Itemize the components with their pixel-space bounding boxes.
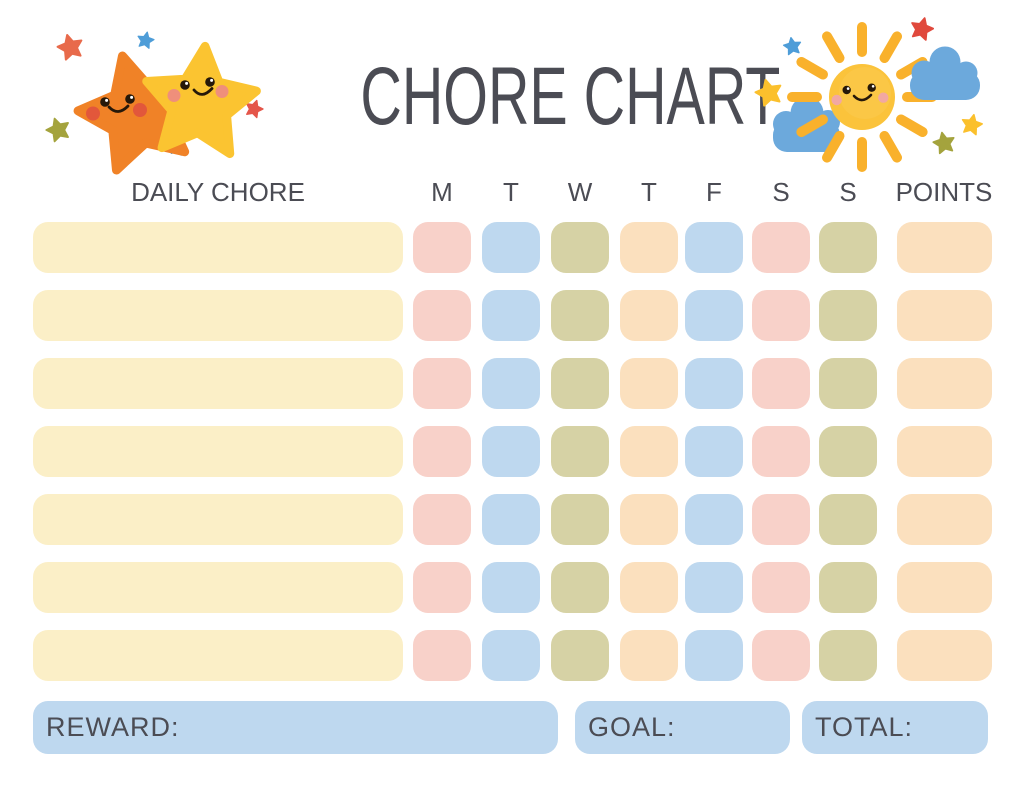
day-cell[interactable] <box>482 494 540 545</box>
day-cell[interactable] <box>819 562 877 613</box>
day-cell[interactable] <box>620 222 678 273</box>
total-box[interactable]: TOTAL: <box>802 701 988 754</box>
day-cell[interactable] <box>482 426 540 477</box>
day-cell[interactable] <box>752 358 810 409</box>
day-header: S <box>772 177 790 207</box>
cloud-icon <box>773 96 840 152</box>
day-cell[interactable] <box>685 426 743 477</box>
chore-name-field[interactable] <box>33 426 403 477</box>
day-cell[interactable] <box>413 494 471 545</box>
reward-box[interactable]: REWARD: <box>33 701 558 754</box>
day-cell[interactable] <box>819 222 877 273</box>
small-star-icon <box>44 115 72 143</box>
day-cell[interactable] <box>413 562 471 613</box>
chore-name-field[interactable] <box>33 494 403 545</box>
day-header: T <box>503 177 519 207</box>
day-cell[interactable] <box>752 494 810 545</box>
day-cell[interactable] <box>551 222 609 273</box>
points-cell[interactable] <box>897 562 992 613</box>
points-header: POINTS <box>895 177 993 207</box>
day-cell[interactable] <box>620 630 678 681</box>
day-cell[interactable] <box>819 426 877 477</box>
small-star-icon <box>960 113 983 136</box>
stars-decoration-icon <box>28 18 278 178</box>
points-cell[interactable] <box>897 426 992 477</box>
day-cell[interactable] <box>819 358 877 409</box>
day-cell[interactable] <box>685 494 743 545</box>
points-cell[interactable] <box>897 222 992 273</box>
day-cell[interactable] <box>620 426 678 477</box>
day-cell[interactable] <box>551 290 609 341</box>
small-star-icon <box>932 130 957 154</box>
sun-clouds-decoration-icon <box>748 12 1003 172</box>
chore-name-field[interactable] <box>33 358 403 409</box>
points-cell[interactable] <box>897 358 992 409</box>
day-cell[interactable] <box>413 290 471 341</box>
daily-chore-header: DAILY CHORE <box>131 177 305 207</box>
small-star-icon <box>55 32 85 61</box>
yellow-star-icon <box>141 41 260 155</box>
day-cell[interactable] <box>685 290 743 341</box>
day-cell[interactable] <box>551 630 609 681</box>
page-title: CHORE CHART <box>360 51 781 142</box>
day-cell[interactable] <box>482 630 540 681</box>
small-star-icon <box>136 31 155 49</box>
day-cell[interactable] <box>413 426 471 477</box>
day-cell[interactable] <box>819 630 877 681</box>
chore-name-field[interactable] <box>33 290 403 341</box>
points-cell[interactable] <box>897 494 992 545</box>
cloud-icon <box>910 46 980 100</box>
day-cell[interactable] <box>620 494 678 545</box>
day-cell[interactable] <box>819 494 877 545</box>
chore-name-field[interactable] <box>33 222 403 273</box>
day-header: W <box>567 177 593 207</box>
day-cell[interactable] <box>620 290 678 341</box>
day-cell[interactable] <box>551 494 609 545</box>
day-cell[interactable] <box>752 426 810 477</box>
day-cell[interactable] <box>752 222 810 273</box>
small-star-icon <box>783 36 803 55</box>
points-cell[interactable] <box>897 630 992 681</box>
day-header: M <box>431 177 453 207</box>
day-cell[interactable] <box>413 222 471 273</box>
goal-box[interactable]: GOAL: <box>575 701 790 754</box>
day-header: T <box>641 177 657 207</box>
day-header: F <box>706 177 722 207</box>
sun-icon <box>787 22 937 172</box>
day-cell[interactable] <box>685 222 743 273</box>
total-label: TOTAL: <box>815 712 914 742</box>
day-cell[interactable] <box>482 222 540 273</box>
day-cell[interactable] <box>752 630 810 681</box>
day-cell[interactable] <box>620 358 678 409</box>
small-star-icon <box>909 15 936 41</box>
goal-label: GOAL: <box>588 712 676 742</box>
reward-label: REWARD: <box>46 712 180 742</box>
day-cell[interactable] <box>685 630 743 681</box>
day-cell[interactable] <box>482 290 540 341</box>
day-header: S <box>839 177 857 207</box>
day-cell[interactable] <box>482 562 540 613</box>
day-cell[interactable] <box>685 562 743 613</box>
chore-name-field[interactable] <box>33 630 403 681</box>
day-cell[interactable] <box>551 358 609 409</box>
day-cell[interactable] <box>482 358 540 409</box>
day-cell[interactable] <box>551 426 609 477</box>
small-star-icon <box>753 77 784 107</box>
day-cell[interactable] <box>551 562 609 613</box>
day-cell[interactable] <box>685 358 743 409</box>
day-cell[interactable] <box>819 290 877 341</box>
day-cell[interactable] <box>413 630 471 681</box>
chore-name-field[interactable] <box>33 562 403 613</box>
points-cell[interactable] <box>897 290 992 341</box>
orange-star-icon <box>67 41 205 175</box>
day-cell[interactable] <box>752 290 810 341</box>
day-cell[interactable] <box>752 562 810 613</box>
day-cell[interactable] <box>413 358 471 409</box>
day-cell[interactable] <box>620 562 678 613</box>
